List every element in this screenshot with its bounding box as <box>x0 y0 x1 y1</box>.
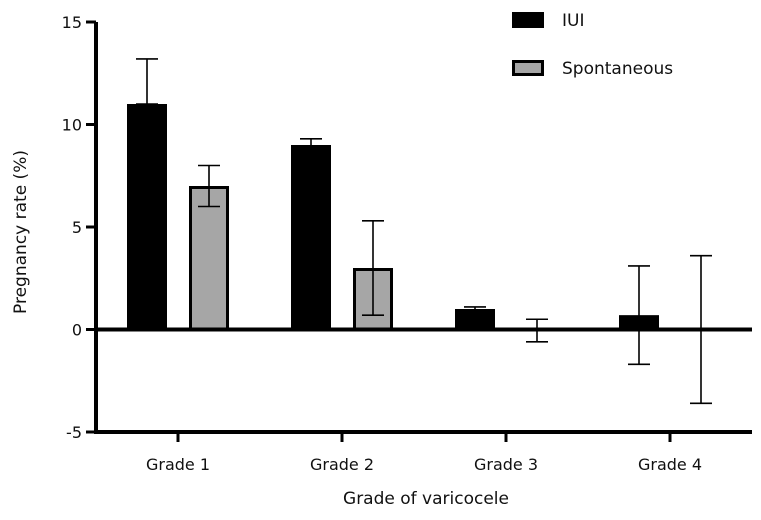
legend-swatch-spontaneous <box>512 60 544 76</box>
legend: IUI Spontaneous <box>512 11 673 79</box>
y-tick-label: 5 <box>72 218 82 237</box>
legend-swatch-iui <box>512 12 544 28</box>
legend-label-iui: IUI <box>562 11 584 31</box>
bar-iui-grade-3 <box>455 309 495 331</box>
x-tick-label: Grade 3 <box>474 455 538 474</box>
x-tick-label: Grade 2 <box>310 455 374 474</box>
y-tick-label: 10 <box>62 116 82 135</box>
bar-spontaneous-grade-1 <box>189 186 229 331</box>
y-tick-label: 0 <box>72 321 82 340</box>
x-axis: Grade 1 Grade 2 Grade 3 Grade 4 <box>94 430 752 474</box>
bar-iui-grade-2 <box>291 145 331 331</box>
x-axis-title: Grade of varicocele <box>343 489 509 509</box>
y-axis-title: Pregnancy rate (%) <box>11 150 31 314</box>
bars-layer <box>127 104 659 331</box>
y-tick-label: 15 <box>62 13 82 32</box>
y-axis: 15 10 5 0 -5 <box>62 13 98 442</box>
x-tick-label: Grade 1 <box>146 455 210 474</box>
legend-label-spontaneous: Spontaneous <box>562 59 673 79</box>
bar-iui-grade-1 <box>127 104 167 331</box>
x-tick-label: Grade 4 <box>638 455 702 474</box>
y-tick-label: -5 <box>66 423 82 442</box>
